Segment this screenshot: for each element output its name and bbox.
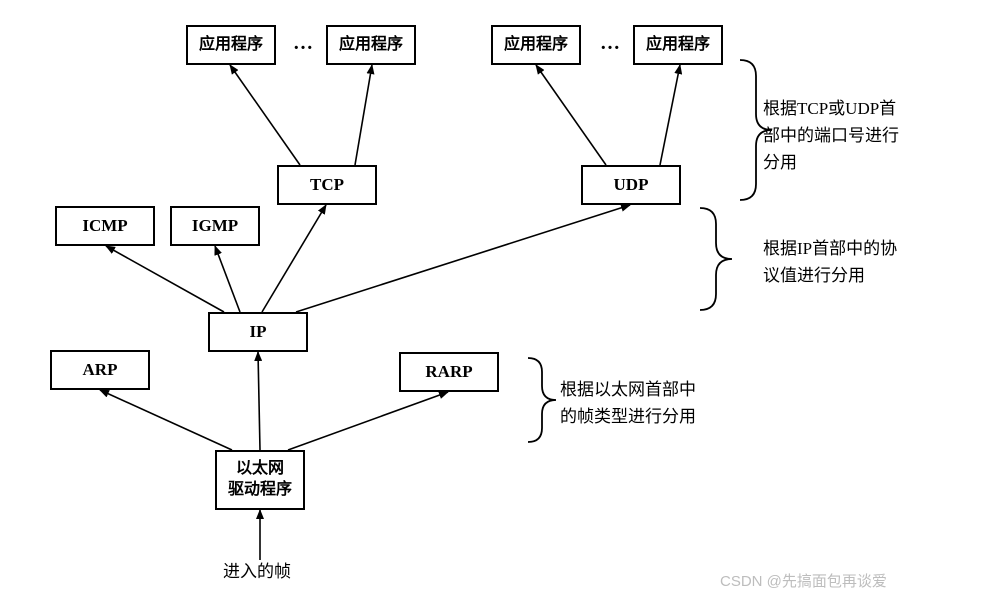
node-label: 以太网 驱动程序: [228, 459, 292, 501]
connector-layer: [0, 0, 987, 597]
label-incoming-frame: 进入的帧: [223, 558, 291, 585]
note-port-demux: 根据TCP或UDP首 部中的端口号进行 分用: [763, 95, 899, 177]
node-ip: IP: [208, 312, 308, 352]
node-label: IP: [250, 321, 267, 343]
node-igmp: IGMP: [170, 206, 260, 246]
node-app-3: 应用程序: [491, 25, 581, 65]
node-label: 应用程序: [504, 35, 568, 56]
node-tcp: TCP: [277, 165, 377, 205]
node-udp: UDP: [581, 165, 681, 205]
node-app-2: 应用程序: [326, 25, 416, 65]
node-ethernet-driver: 以太网 驱动程序: [215, 450, 305, 510]
node-label: IGMP: [192, 215, 238, 237]
node-label: ARP: [83, 359, 118, 381]
node-arp: ARP: [50, 350, 150, 390]
ellipsis-1: …: [293, 32, 315, 55]
watermark: CSDN @先搞面包再谈爱: [720, 570, 887, 591]
node-app-1: 应用程序: [186, 25, 276, 65]
node-label: ICMP: [82, 215, 127, 237]
node-label: RARP: [425, 361, 472, 383]
node-app-4: 应用程序: [633, 25, 723, 65]
node-label: TCP: [310, 174, 344, 196]
edges: [100, 65, 680, 560]
node-icmp: ICMP: [55, 206, 155, 246]
node-label: UDP: [614, 174, 649, 196]
note-protocol-demux: 根据IP首部中的协 议值进行分用: [763, 235, 897, 289]
node-label: 应用程序: [199, 35, 263, 56]
note-frametype-demux: 根据以太网首部中 的帧类型进行分用: [560, 376, 696, 430]
ellipsis-2: …: [600, 32, 622, 55]
node-rarp: RARP: [399, 352, 499, 392]
diagram-canvas: 应用程序 应用程序 应用程序 应用程序 … … TCP UDP ICMP IGM…: [0, 0, 987, 597]
node-label: 应用程序: [339, 35, 403, 56]
node-label: 应用程序: [646, 35, 710, 56]
